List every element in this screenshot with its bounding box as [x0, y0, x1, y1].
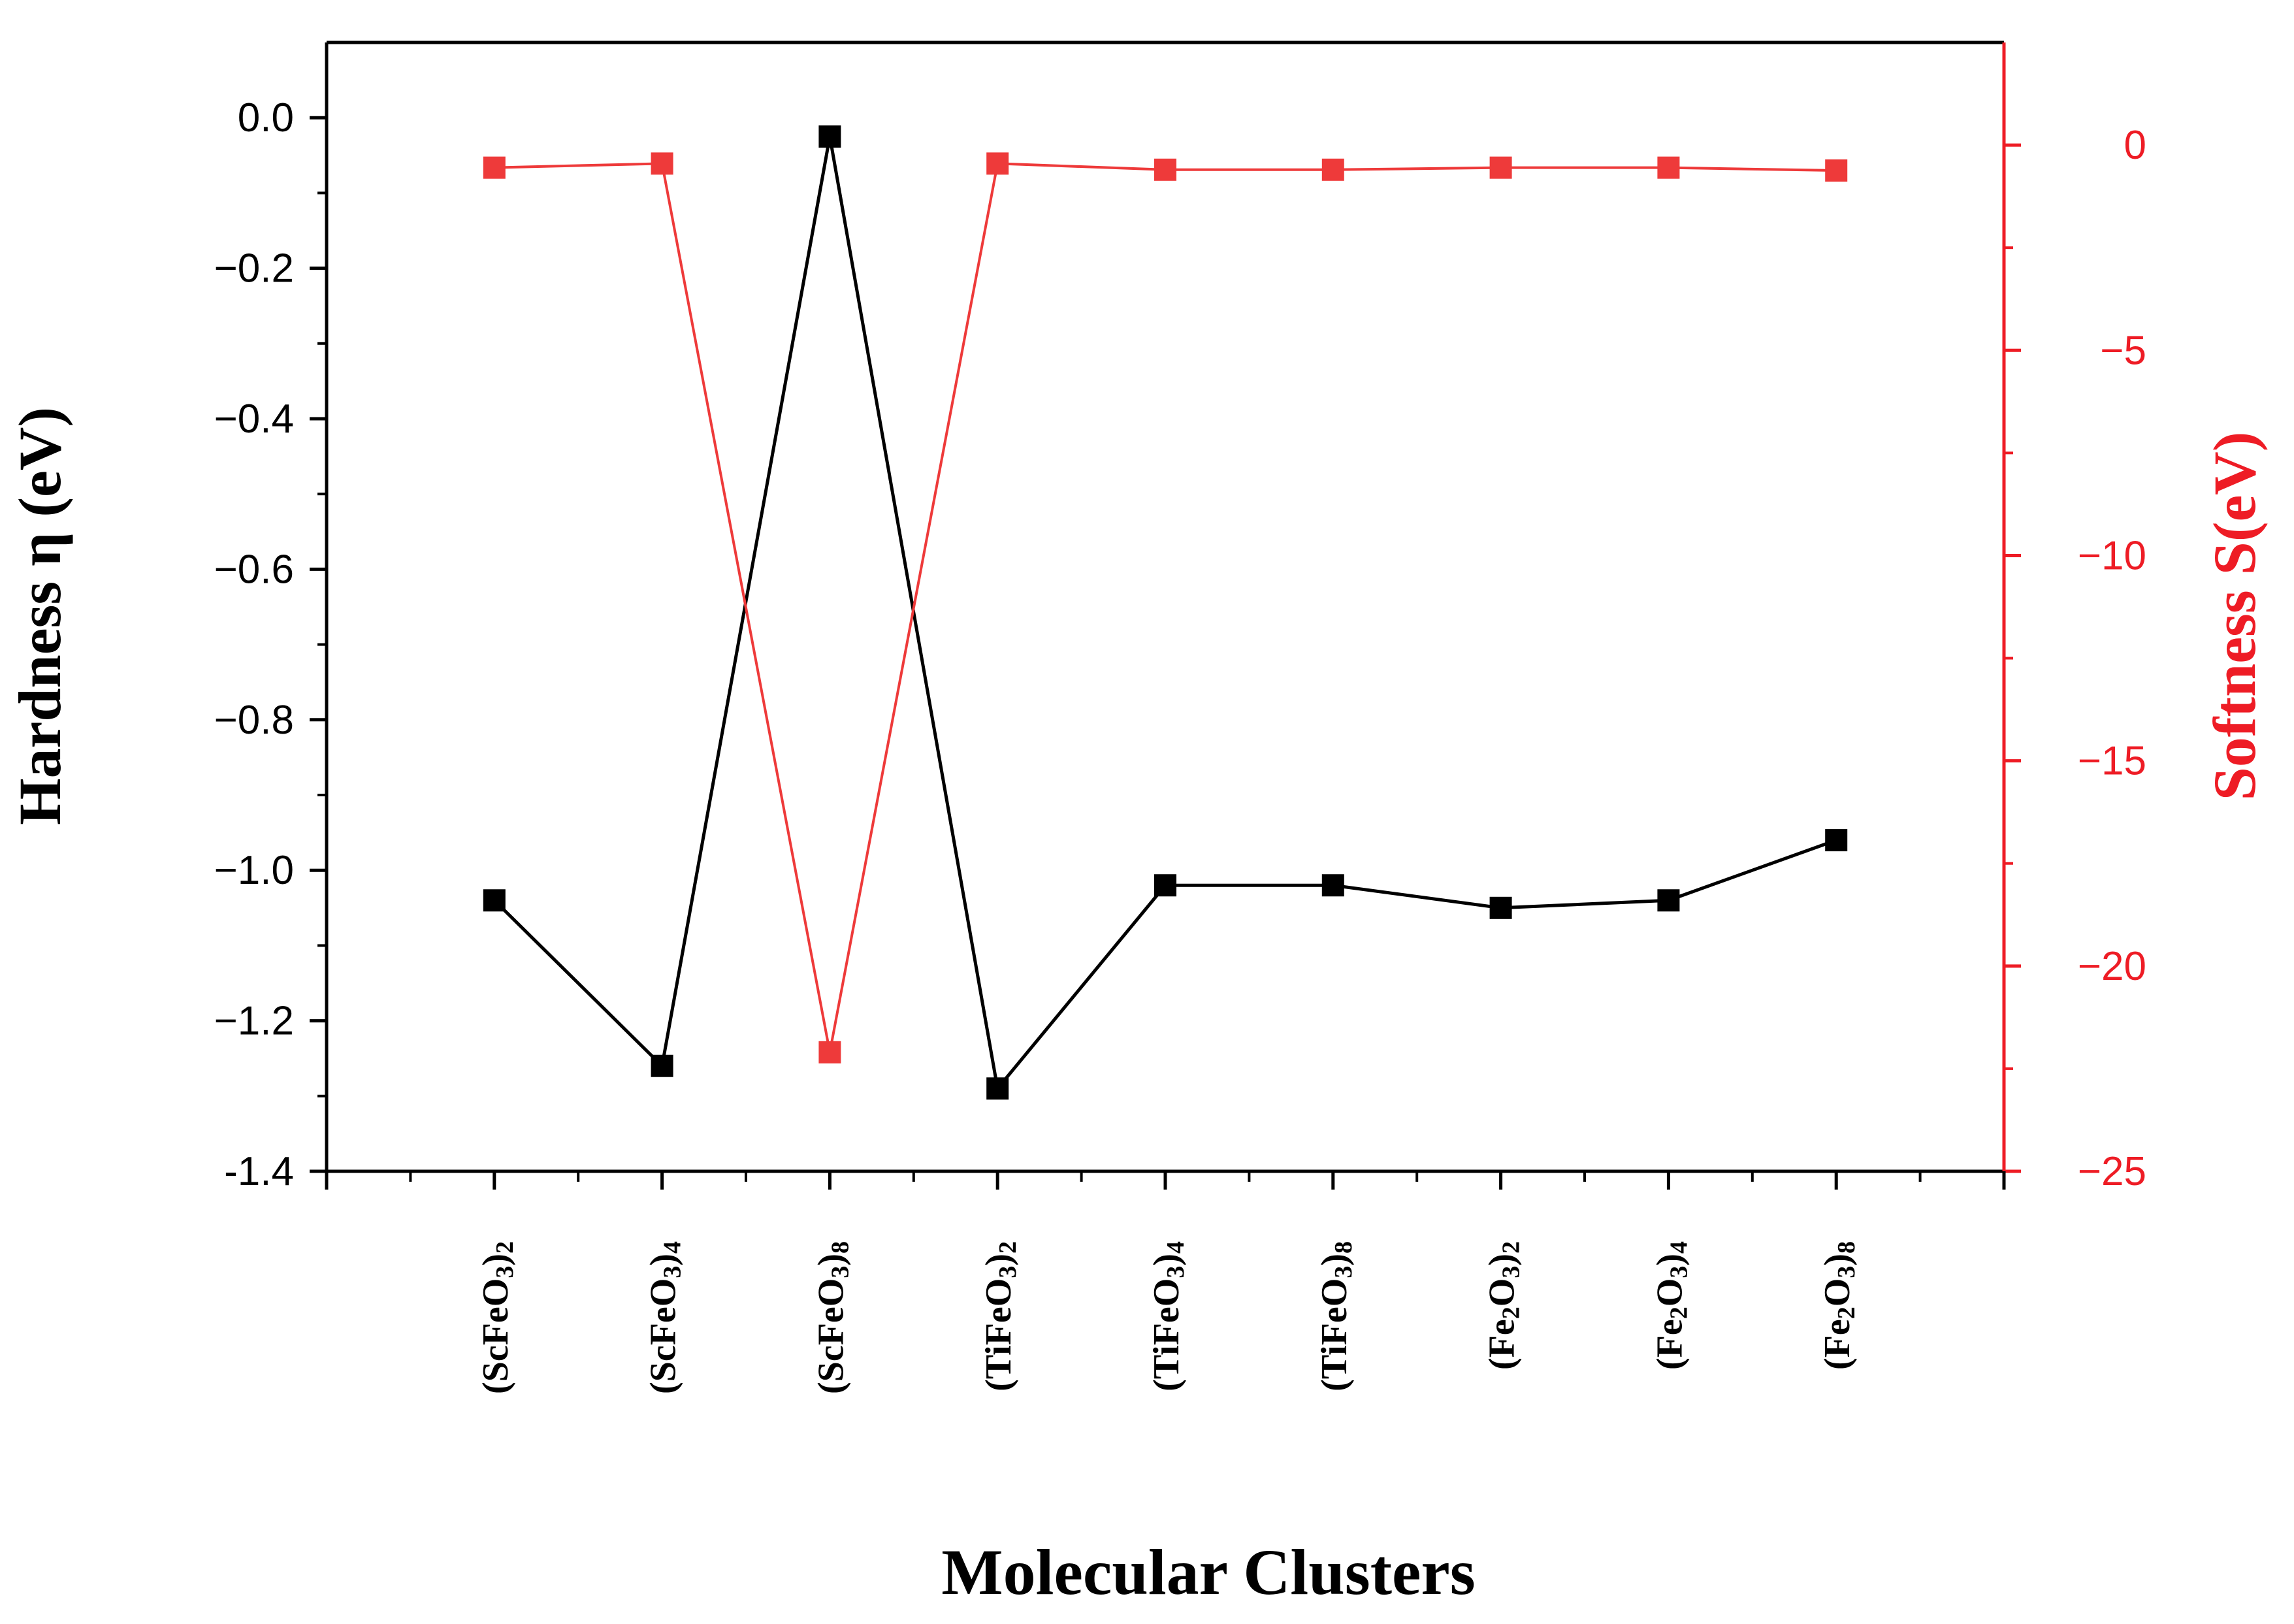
- softness-point: [818, 1041, 841, 1064]
- category-subscript: 3: [1833, 1266, 1860, 1278]
- category-subscript: 3: [1330, 1266, 1357, 1278]
- category-label: (Fe2O3)4: [1649, 1241, 1692, 1370]
- right-tick-label: −5: [2100, 328, 2146, 373]
- softness-point: [1154, 158, 1176, 181]
- category-label: (Fe2O3)2: [1482, 1241, 1525, 1370]
- category-subscript: 2: [1498, 1241, 1525, 1254]
- category-text: ): [811, 1254, 851, 1266]
- category-text: (TiFeO: [1314, 1278, 1355, 1391]
- category-text: ): [1817, 1254, 1858, 1266]
- category-text: ): [476, 1254, 516, 1266]
- hardness-point: [1154, 874, 1176, 897]
- softness-line: [494, 162, 1837, 1053]
- category-text: ): [1649, 1254, 1690, 1266]
- softness-point: [1825, 159, 1848, 182]
- hardness-point: [483, 889, 506, 912]
- category-text: ): [1314, 1254, 1355, 1266]
- right-axis-title: Softness S(eV): [2201, 432, 2268, 801]
- category-text: (TiFeO: [978, 1278, 1019, 1391]
- category-text: (Fe: [1649, 1319, 1690, 1370]
- right-tick-label: −20: [2078, 944, 2146, 989]
- category-subscript: 4: [1162, 1241, 1189, 1254]
- softness-point: [483, 156, 506, 179]
- label-layer: Hardness η (eV) Softness S(eV) Molecular…: [7, 407, 2268, 1608]
- hardness-point: [1657, 889, 1680, 912]
- category-text: O: [1817, 1278, 1858, 1307]
- category-text: (ScFeO: [643, 1278, 684, 1394]
- right-tick-label: −15: [2078, 739, 2146, 784]
- category-text: ): [1482, 1254, 1523, 1266]
- plot-frame: [325, 41, 2006, 1173]
- category-subscript: 3: [1665, 1266, 1692, 1278]
- category-text: O: [1649, 1278, 1690, 1307]
- category-text: ): [1146, 1254, 1187, 1266]
- right-axis: 0 −5 −10 −15 −20 −25: [2004, 123, 2146, 1194]
- category-subscript: 2: [1833, 1307, 1860, 1319]
- category-subscript: 2: [1498, 1307, 1525, 1319]
- x-axis-title: Molecular Clusters: [941, 1536, 1475, 1608]
- left-tick-label: −0.6: [214, 547, 294, 592]
- left-tick-label: −1.0: [214, 848, 294, 893]
- category-text: ): [643, 1254, 684, 1266]
- hardness-point: [1321, 874, 1344, 897]
- series-layer: [483, 125, 1848, 1100]
- left-tick-label: −0.8: [214, 698, 294, 743]
- category-subscript: 3: [826, 1266, 854, 1278]
- hardness-point: [651, 1054, 673, 1077]
- category-subscript: 2: [994, 1241, 1022, 1254]
- category-label: (TiFeO3)2: [978, 1241, 1022, 1391]
- hardness-point: [986, 1077, 1009, 1100]
- softness-point: [1489, 156, 1512, 179]
- category-subscript: 3: [491, 1266, 519, 1278]
- category-text: (Fe: [1817, 1319, 1858, 1370]
- softness-point: [986, 152, 1009, 175]
- category-text: (TiFeO: [1146, 1278, 1187, 1391]
- softness-point: [1321, 158, 1344, 181]
- category-text: O: [1482, 1278, 1523, 1307]
- category-subscript: 8: [1833, 1241, 1860, 1254]
- category-subscript: 3: [1162, 1266, 1189, 1278]
- category-subscript: 2: [491, 1241, 519, 1254]
- category-text: (ScFeO: [811, 1278, 851, 1394]
- hardness-line: [493, 136, 1837, 1093]
- softness-point: [1657, 156, 1680, 179]
- category-subscript: 3: [1498, 1266, 1525, 1278]
- right-tick-label: 0: [2124, 123, 2146, 168]
- left-tick-label: −0.4: [214, 397, 294, 442]
- softness-point: [651, 152, 673, 175]
- right-tick-label: −10: [2078, 533, 2146, 578]
- category-subscript: 4: [659, 1241, 687, 1254]
- category-label: (Fe2O3)8: [1817, 1241, 1860, 1370]
- left-axis-title: Hardness η (eV): [7, 407, 73, 825]
- category-text: ): [978, 1254, 1019, 1266]
- left-tick-label: −1.2: [214, 999, 294, 1044]
- right-tick-label: −25: [2078, 1149, 2146, 1194]
- left-axis: 0.0 −0.2 −0.4 −0.6 −0.8 −1.0 −1.2 -1.4: [214, 95, 327, 1194]
- hardness-point: [1825, 829, 1848, 852]
- category-label: (ScFeO3)8: [811, 1241, 854, 1394]
- left-tick-label: −0.2: [214, 246, 294, 291]
- left-tick-label: 0.0: [238, 95, 294, 140]
- category-subscript: 2: [1665, 1307, 1692, 1319]
- category-label: (TiFeO3)4: [1146, 1241, 1189, 1391]
- left-tick-label: -1.4: [224, 1149, 294, 1194]
- category-label: (ScFeO3)2: [476, 1241, 519, 1394]
- category-label: (TiFeO3)8: [1314, 1241, 1357, 1391]
- category-subscript: 3: [994, 1266, 1022, 1278]
- category-text: (Fe: [1482, 1319, 1523, 1370]
- category-subscript: 8: [826, 1241, 854, 1254]
- hardness-point: [1489, 896, 1512, 919]
- category-subscript: 3: [659, 1266, 687, 1278]
- category-subscript: 8: [1330, 1241, 1357, 1254]
- category-text: (ScFeO: [476, 1278, 516, 1394]
- hardness-point: [818, 125, 841, 148]
- category-label: (ScFeO3)4: [643, 1241, 687, 1394]
- category-subscript: 4: [1665, 1241, 1692, 1254]
- bottom-axis: (ScFeO3)2(ScFeO3)4(ScFeO3)8(TiFeO3)2(TiF…: [325, 1171, 2006, 1394]
